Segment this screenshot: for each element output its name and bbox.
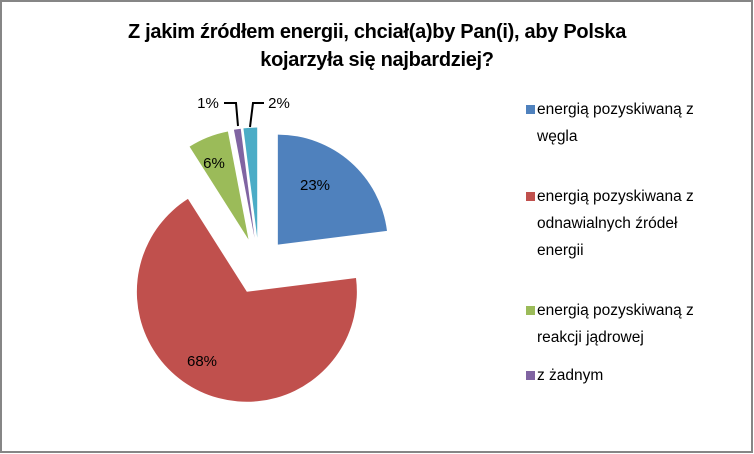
leader-line-2pct	[249, 102, 264, 128]
pie-slice-renewable	[136, 198, 357, 402]
chart-title-line-1: Z jakim źródłem energii, chciał(a)by Pan…	[127, 21, 627, 43]
slice-label-other: 2%	[268, 95, 290, 112]
leader-lines	[224, 102, 264, 128]
slice-label-nuclear: 6%	[203, 155, 225, 172]
legend-label-coal: energią pozyskiwaną z węgla	[537, 101, 694, 145]
slice-label-renewable: 68%	[187, 353, 217, 370]
legend-label-nuclear: energią pozyskiwaną z reakcji jądrowej	[537, 302, 694, 346]
legend-label-none: z żadnym	[537, 367, 604, 384]
pie-slice-nuclear	[189, 131, 249, 240]
legend-swatch-nuclear	[526, 306, 535, 315]
pie-slice-none	[233, 128, 255, 238]
pie-slice-other	[243, 127, 258, 238]
legend-swatch-coal	[526, 105, 535, 114]
chart-title-line-2: kojarzyła się najbardziej?	[260, 49, 494, 71]
slice-label-coal: 23%	[300, 177, 330, 194]
pie-slice-coal	[277, 134, 387, 245]
legend-swatch-renewable	[526, 192, 535, 201]
slice-labels: 23% 68% 6% 1% 2%	[187, 95, 330, 370]
slice-label-none: 1%	[197, 95, 219, 112]
pie-slices	[136, 127, 387, 402]
chart-title: Z jakim źródłem energii, chciał(a)by Pan…	[0, 18, 754, 74]
legend-label-renewable: energią pozyskiwana z odnawialnych źródeł…	[537, 188, 694, 259]
leader-line-1pct	[224, 102, 239, 127]
legend-swatch-none	[526, 371, 535, 380]
